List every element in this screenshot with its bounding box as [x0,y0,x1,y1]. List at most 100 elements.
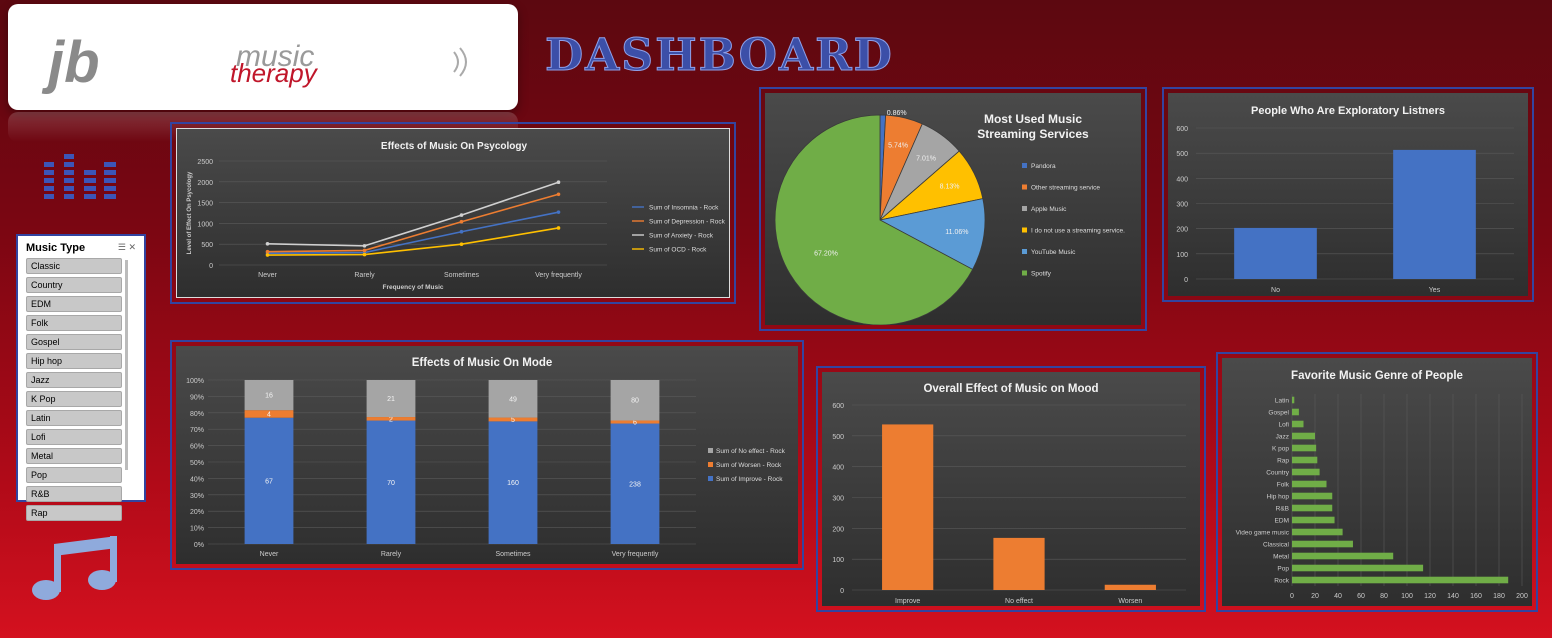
slicer-item[interactable]: Metal [26,448,122,464]
y-tick-label: Rock [1274,578,1290,585]
streaming-chart-panel: Most Used Music Streaming Services 0.86% Pa… [759,87,1147,331]
y-tick-label: 400 [1176,176,1188,183]
slicer-item[interactable]: Rap [26,505,122,521]
data-label: 67 [265,478,273,485]
y-tick-label: 100 [1176,252,1188,259]
music-note-icon [32,536,117,600]
psychology-line-chart: Effects of Music On Psycology 0 500 1000 150… [187,141,726,291]
slicer-item[interactable]: Country [26,277,122,293]
bar [1292,516,1335,524]
data-point [459,242,464,246]
x-tick-label: 100 [1401,593,1413,600]
logo-wave-icon [453,47,467,77]
legend-label: Sum of No effect - Rock [716,448,786,455]
bar [1292,456,1318,464]
slicer-item[interactable]: K Pop [26,391,122,407]
slicer-item[interactable]: R&B [26,486,122,502]
slicer-item[interactable]: Latin [26,410,122,426]
data-label: 16 [265,393,273,400]
legend-label: Sum of Improve - Rock [716,476,783,483]
bar [1292,540,1353,548]
bar [1292,480,1327,488]
multi-select-icon[interactable]: ☰ [117,242,126,252]
y-tick-label: 10% [190,526,204,533]
data-label: 11.06% [945,229,968,236]
y-tick-label: 1500 [197,201,213,208]
x-tick-label: Very frequently [612,551,659,558]
data-point [556,180,561,185]
x-tick-label: No effect [1005,598,1033,605]
y-tick-label: 60% [190,444,204,451]
data-point [362,252,367,257]
mode-stacked-chart: Effects of Music On Mode 0% 10% 20% 30% 40% 50… [186,357,786,558]
data-point [556,226,561,230]
legend-label: Sum of Insomnia - Rock [649,205,719,212]
data-label: 49 [509,396,517,403]
legend-label: I do not use a streaming service. [1031,228,1125,235]
y-tick-label: 600 [1176,126,1188,133]
series-line [267,211,559,255]
legend-label: Apple Music [1031,206,1067,213]
legend-swatch [1022,184,1027,190]
bar [993,537,1045,590]
slicer-item[interactable]: Hip hop [26,353,122,369]
x-tick-label: 180 [1493,593,1505,600]
y-tick-label: 0% [194,542,204,549]
legend-label: Pandora [1031,163,1056,170]
bar [882,424,934,590]
slicer-item[interactable]: Folk [26,315,122,331]
chart-title: Streaming Services [977,127,1089,141]
x-tick-label: 20 [1311,593,1319,600]
slicer-item[interactable]: Lofi [26,429,122,445]
slicer-item[interactable]: EDM [26,296,122,312]
x-tick-label: No [1271,287,1280,294]
data-label: 0.86% [887,110,907,117]
legend-label: Spotify [1031,271,1052,278]
x-axis-title: Frequency of Music [382,284,443,291]
y-tick-label: R&B [1276,506,1289,513]
series-line [267,227,559,256]
slicer-item[interactable]: Gospel [26,334,122,350]
legend-label: Sum of Worsen - Rock [716,462,782,469]
bar [1292,504,1333,512]
logo-word-music: music [236,40,314,73]
y-tick-label: Video game music [1236,530,1290,537]
bar [1393,149,1476,279]
slicer-item[interactable]: Classic [26,258,122,274]
bar [1292,408,1299,416]
bar-segment [244,410,294,418]
music-type-slicer[interactable]: Music Type ☰ ✕ Classic Country EDM Folk Gosp… [16,234,146,521]
x-tick-label: 140 [1447,593,1459,600]
logo-word-therapy: therapy [230,58,319,88]
data-point [362,244,367,248]
y-tick-label: 0 [209,263,213,270]
y-tick-label: Jazz [1276,434,1289,441]
bar-segment [610,420,660,424]
y-tick-label: 600 [832,403,844,410]
y-tick-label: 30% [190,493,204,500]
y-tick-label: 70% [190,427,204,434]
y-axis-title: Level of Effect On Psycology [187,171,193,254]
chart-title: Effects of Music On Psycology [381,141,528,152]
bar [1292,552,1394,560]
y-tick-label: 20% [190,509,204,516]
slicer-item[interactable]: Pop [26,467,122,483]
slicer-item[interactable]: Jazz [26,372,122,388]
clear-filter-icon[interactable]: ✕ [128,242,136,252]
data-point [556,192,561,197]
y-tick-label: 40% [190,476,204,483]
y-tick-label: Pop [1277,566,1289,573]
data-label: 160 [507,480,519,487]
genre-bar-chart: Favorite Music Genre of People 0 20 40 60 80 1… [1236,370,1528,600]
y-tick-label: Hip hop [1267,494,1290,501]
bar [1292,432,1315,440]
bar [1292,528,1343,536]
y-tick-label: Metal [1273,554,1289,561]
x-tick-label: 200 [1516,593,1528,600]
slicer-scrollbar[interactable] [125,260,128,470]
x-tick-label: 120 [1424,593,1436,600]
slicer-controls[interactable]: ☰ ✕ [118,242,136,253]
y-tick-label: 80% [190,411,204,418]
logo-graphic: jb music therapy [41,30,467,95]
